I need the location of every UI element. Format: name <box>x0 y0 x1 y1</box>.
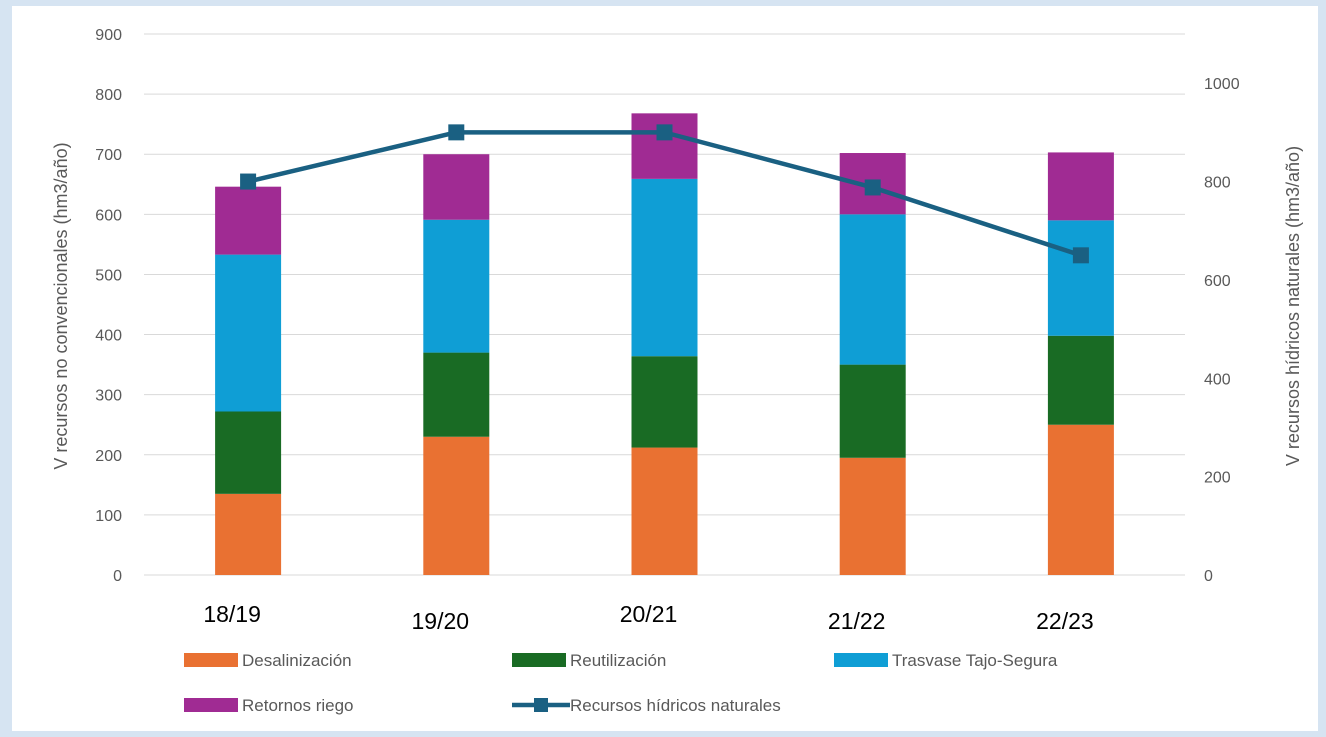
legend: Desalinización Reutilización Trasvase Tajo… <box>184 651 1058 715</box>
y-axis-title-right: V recursos hídricos naturales (hm3/año) <box>1283 146 1303 466</box>
bar-segment <box>1047 424 1114 575</box>
chart: 0 100 200 300 400 500 600 700 800 900 0 200 400 600 80… <box>51 27 1303 715</box>
x-tick-label: 19/20 <box>412 608 470 634</box>
legend-swatch <box>834 653 888 667</box>
y-tick-label-right: 600 <box>1204 273 1231 290</box>
y-tick-label-left: 100 <box>95 508 122 525</box>
legend-marker-swatch <box>534 698 548 712</box>
legend-label: Recursos hídricos naturales <box>570 696 781 715</box>
bar-segment <box>215 493 282 575</box>
y-tick-label-left: 500 <box>95 267 122 284</box>
bar-segment <box>1047 335 1114 425</box>
y-tick-label-left: 600 <box>95 207 122 224</box>
legend-label: Reutilización <box>570 651 666 670</box>
y-tick-label-left: 700 <box>95 147 122 164</box>
y-tick-label-right: 400 <box>1204 371 1231 388</box>
bars <box>215 113 1114 575</box>
bar-segment <box>1047 220 1114 336</box>
legend-label: Retornos riego <box>242 696 354 715</box>
bar-segment <box>423 154 490 220</box>
y-tick-label-left: 200 <box>95 448 122 465</box>
y-tick-label-right: 800 <box>1204 175 1231 192</box>
x-tick-label: 22/23 <box>1036 608 1094 634</box>
y-axis-title-left: V recursos no convencionales (hm3/año) <box>51 142 71 469</box>
x-tick-label: 20/21 <box>620 601 678 627</box>
line-marker <box>240 173 257 190</box>
bar-segment <box>839 457 906 575</box>
line-series <box>240 124 1089 264</box>
bar-segment <box>839 214 906 365</box>
line-marker <box>656 124 673 141</box>
legend-swatch <box>184 653 238 667</box>
line-marker <box>448 124 465 141</box>
line-marker <box>864 179 881 196</box>
y-tick-label-right: 1000 <box>1204 76 1240 93</box>
y-tick-label-right: 0 <box>1204 568 1213 585</box>
bar-segment <box>631 356 698 448</box>
line-marker <box>1072 247 1089 264</box>
y-tick-label-left: 800 <box>95 87 122 104</box>
legend-label: Trasvase Tajo-Segura <box>892 651 1058 670</box>
bar-segment <box>215 254 282 412</box>
y-tick-label-left: 400 <box>95 328 122 345</box>
y-tick-label-right: 200 <box>1204 470 1231 487</box>
bar-segment <box>423 352 490 437</box>
bar-segment <box>631 447 698 575</box>
bar-segment <box>1047 152 1114 221</box>
bar-segment <box>215 411 282 494</box>
bar-segment <box>631 113 698 179</box>
bar-segment <box>215 186 282 255</box>
bar-segment <box>839 364 906 458</box>
y-tick-label-left: 0 <box>113 568 122 585</box>
y-tick-label-left: 300 <box>95 388 122 405</box>
x-tick-label: 18/19 <box>203 601 261 627</box>
y-tick-label-left: 900 <box>95 27 122 44</box>
bar-segment <box>631 178 698 357</box>
bar-segment <box>423 436 490 575</box>
chart-frame: 0 100 200 300 400 500 600 700 800 900 0 200 400 600 80… <box>12 6 1318 731</box>
bar-segment <box>423 219 490 353</box>
legend-swatch <box>512 653 566 667</box>
tick-labels: 0 100 200 300 400 500 600 700 800 900 0 200 400 600 80… <box>95 27 1239 634</box>
legend-swatch <box>184 698 238 712</box>
legend-label: Desalinización <box>242 651 352 670</box>
x-tick-label: 21/22 <box>828 608 886 634</box>
